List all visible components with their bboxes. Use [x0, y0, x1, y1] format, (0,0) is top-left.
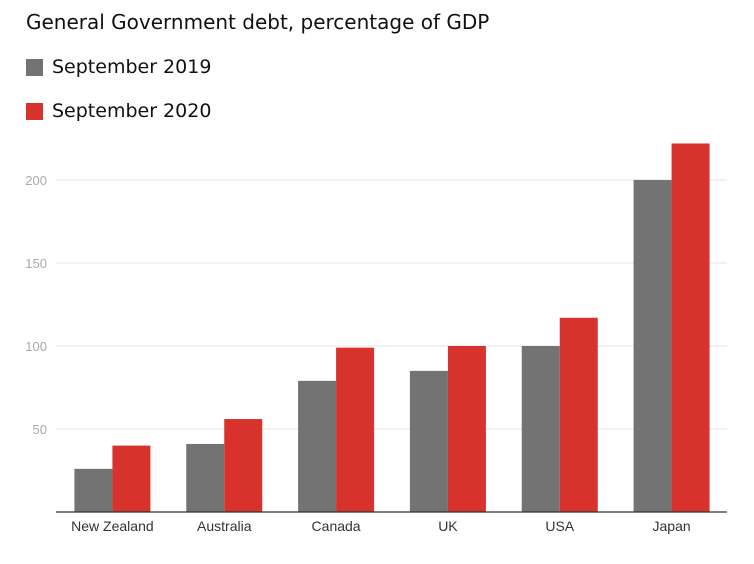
bar-japan-series-0 — [633, 180, 672, 512]
x-tick-label-australia: Australia — [197, 518, 252, 534]
y-tick-label-200: 200 — [25, 173, 47, 188]
bar-japan-series-1 — [671, 143, 710, 513]
bar-usa-series-0 — [521, 346, 560, 512]
chart-title: General Government debt, percentage of G… — [26, 10, 490, 34]
bar-new-zealand-series-1 — [112, 445, 151, 512]
bar-new-zealand-series-0 — [74, 468, 113, 512]
y-tick-label-100: 100 — [25, 339, 47, 354]
x-tick-label-new-zealand: New Zealand — [71, 518, 154, 534]
legend-swatch-september-2019 — [26, 58, 43, 76]
legend-item-september-2019: September 2019 — [26, 56, 211, 78]
legend-item-september-2020: September 2020 — [26, 100, 211, 122]
x-tick-label-canada: Canada — [312, 518, 361, 534]
bar-australia-series-1 — [224, 419, 263, 512]
x-tick-label-uk: UK — [438, 518, 458, 534]
y-tick-label-50: 50 — [33, 422, 47, 437]
bar-australia-series-0 — [186, 443, 225, 512]
y-tick-label-150: 150 — [25, 256, 47, 271]
bar-uk-series-1 — [447, 346, 486, 512]
x-tick-label-japan: Japan — [653, 518, 691, 534]
legend-label-september-2020: September 2020 — [52, 100, 212, 122]
bar-usa-series-1 — [559, 317, 598, 512]
x-tick-label-usa: USA — [545, 518, 574, 534]
bar-canada-series-0 — [298, 380, 337, 512]
legend-label-september-2019: September 2019 — [52, 56, 212, 78]
bar-canada-series-1 — [336, 347, 375, 512]
bar-uk-series-0 — [409, 370, 448, 512]
legend-swatch-september-2020 — [26, 102, 43, 120]
